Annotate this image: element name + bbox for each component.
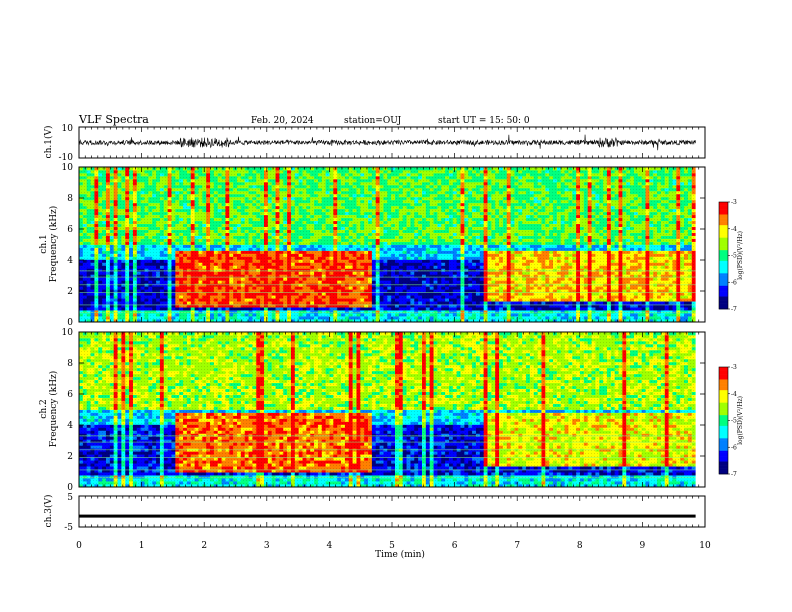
ch1-spectrogram-image [79,167,705,323]
ch1-ytick-top: 10 [62,124,74,134]
ch1-waveform-panel: 10 -10 ch.1(V) [43,124,706,163]
ch1-waveform-path [78,134,696,151]
figure-title: VLF Spectra [78,113,149,126]
ch1-ylabel: ch.1(V) [43,126,54,159]
station-label: station=OUJ [344,116,402,126]
ch1-waveform-trace [78,134,696,151]
ch1-ytick-bottom: -10 [59,153,74,163]
start-ut-label: start UT = 15: 50: 0 [438,116,530,126]
date-label: Feb. 20, 2024 [251,116,314,126]
